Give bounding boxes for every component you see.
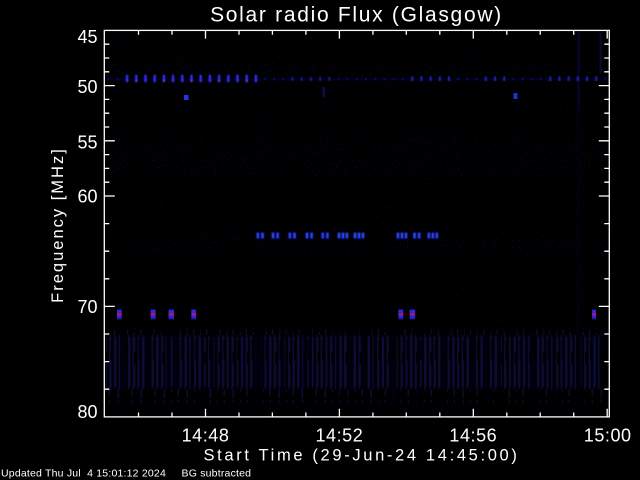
svg-text:Frequency [MHz]: Frequency [MHz] — [49, 147, 67, 303]
svg-text:14:56: 14:56 — [449, 425, 497, 445]
svg-text:80: 80 — [77, 402, 97, 422]
svg-text:60: 60 — [77, 187, 97, 207]
svg-text:14:48: 14:48 — [182, 425, 230, 445]
svg-text:70: 70 — [77, 297, 97, 317]
svg-text:45: 45 — [77, 27, 97, 47]
svg-text:Updated Thu Jul 4 15:01:12 20: Updated Thu Jul 4 15:01:12 2024 — [1, 468, 166, 480]
svg-text:15:00: 15:00 — [584, 425, 632, 445]
svg-text:Start Time (29-Jun-24 14:45:00: Start Time (29-Jun-24 14:45:00) — [203, 447, 519, 465]
svg-text:14:52: 14:52 — [316, 425, 364, 445]
svg-text:50: 50 — [77, 77, 97, 97]
svg-text:BG subtracted: BG subtracted — [182, 468, 252, 480]
svg-text:55: 55 — [77, 132, 97, 152]
svg-text:Solar radio Flux (Glasgow): Solar radio Flux (Glasgow) — [210, 4, 503, 27]
